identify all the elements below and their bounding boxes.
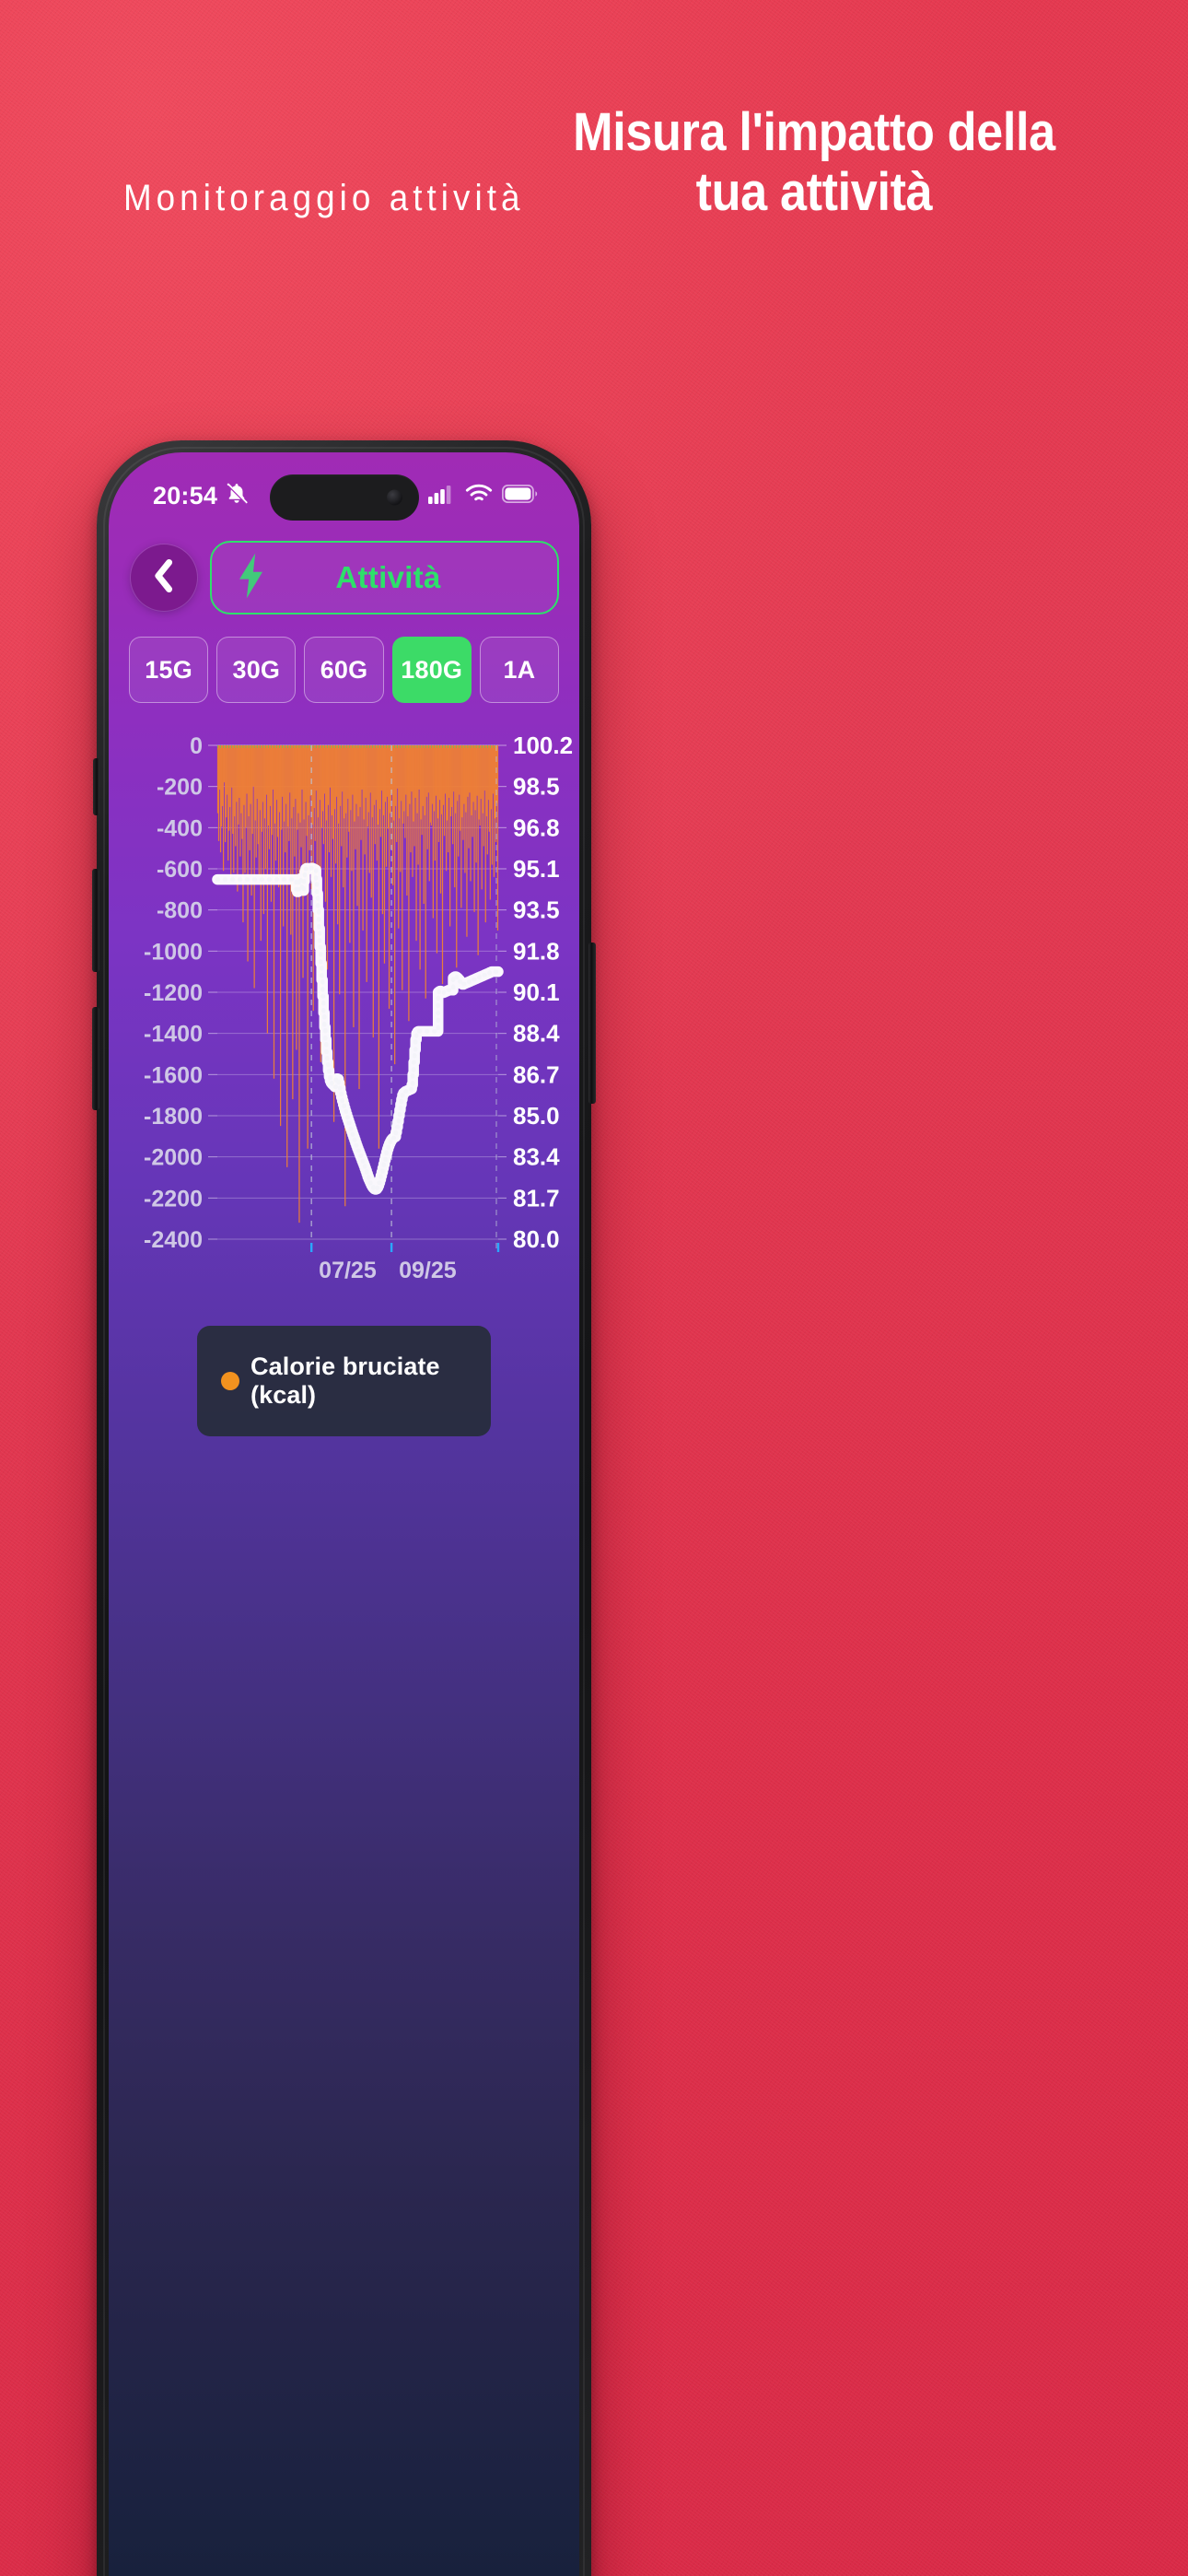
hero-headline-line-1: Misura l'impatto della [573, 102, 1055, 162]
left-axis-tick-label: -2000 [144, 1145, 203, 1171]
left-axis-tick-label: -1200 [144, 980, 203, 1006]
activity-chart-svg: 0 -200 -400 -600 -800 -1000 -1200 -1400 -1600 -18… [144, 732, 573, 1283]
lightning-bolt-icon [232, 552, 271, 604]
app-header: Attività [109, 533, 579, 622]
left-axis-tick-label: -2200 [144, 1186, 203, 1212]
screen-title: Attività [335, 560, 441, 594]
x-axis-tick-label: 09/25 [399, 1258, 457, 1283]
range-tab-1a[interactable]: 1A [479, 637, 560, 703]
left-axis-tick-label: -1400 [144, 1022, 203, 1048]
phone-screen: 20:54 [109, 452, 579, 2576]
screen-title-pill[interactable]: Attività [210, 541, 559, 615]
right-axis-tick-label: 85.0 [513, 1102, 560, 1130]
left-axis-tick-label: -600 [157, 857, 203, 883]
dot-icon [221, 1372, 239, 1390]
range-tab-30g[interactable]: 30G [216, 637, 297, 703]
chart-right-axis-labels: 100.2 98.5 96.8 95.1 93.5 91.8 90.1 88.4 86.7 85.… [498, 732, 573, 1253]
chart-x-axis-labels: 07/25 09/25 [309, 1243, 500, 1283]
right-axis-tick-label: 88.4 [513, 1020, 560, 1048]
phone-mockup: 20:54 [92, 440, 596, 2576]
left-axis-tick-label: -1600 [144, 1062, 203, 1088]
chevron-left-icon [150, 558, 178, 598]
legend-series-label: Calorie bruciate (kcal) [250, 1352, 440, 1409]
right-axis-tick-label: 81.7 [513, 1184, 560, 1212]
right-axis-tick-label: 95.1 [513, 855, 560, 883]
power-button[interactable] [588, 943, 596, 1104]
volume-down-button[interactable] [92, 1007, 99, 1110]
right-axis-tick-label: 93.5 [513, 896, 560, 924]
right-axis-tick-label: 96.8 [513, 814, 560, 841]
chart-left-ticks [208, 744, 217, 1240]
cellular-signal-icon [428, 484, 456, 509]
wifi-icon [465, 484, 493, 509]
right-axis-tick-label: 80.0 [513, 1225, 560, 1253]
chart-bars [216, 744, 499, 1224]
chart-legend[interactable]: Calorie bruciate (kcal) [197, 1326, 491, 1436]
range-tab-180g[interactable]: 180G [391, 637, 472, 703]
hero-eyebrow: Monitoraggio attività [123, 177, 525, 218]
left-axis-tick-label: -200 [157, 775, 203, 801]
left-axis-tick-label: -800 [157, 898, 203, 924]
chart-trend-line [212, 862, 504, 1195]
right-axis-tick-label: 91.8 [513, 937, 560, 965]
silent-switch-button[interactable] [93, 758, 99, 815]
status-bar: 20:54 [109, 452, 579, 521]
back-button[interactable] [131, 544, 197, 611]
range-tab-60g[interactable]: 60G [304, 637, 384, 703]
left-axis-tick-label: -1000 [144, 939, 203, 965]
dynamic-island [269, 474, 419, 521]
activity-chart[interactable]: 0 -200 -400 -600 -800 -1000 -1200 -1400 -1600 -18… [109, 725, 579, 1315]
range-tab-15g[interactable]: 15G [129, 637, 209, 703]
left-axis-tick-label: 0 [190, 733, 203, 759]
right-axis-tick-label: 86.7 [513, 1060, 560, 1088]
hero-headline-line-2: tua attività [695, 161, 933, 222]
hero-headline: Misura l'impatto della tua attività [573, 102, 1055, 223]
front-camera-icon [386, 489, 402, 506]
chart-date-markers [310, 745, 497, 1254]
left-axis-tick-label: -1800 [144, 1104, 203, 1130]
left-axis-tick-label: -400 [157, 815, 203, 841]
chart-left-axis-labels: 0 -200 -400 -600 -800 -1000 -1200 -1400 -1600 -18… [144, 733, 203, 1253]
status-bar-time: 20:54 [153, 481, 218, 509]
right-axis-tick-label: 90.1 [513, 978, 560, 1006]
left-axis-tick-label: -2400 [144, 1227, 203, 1253]
right-axis-tick-label: 83.4 [513, 1143, 560, 1171]
battery-icon [501, 484, 539, 508]
right-axis-tick-label: 98.5 [513, 773, 560, 801]
volume-up-button[interactable] [92, 869, 99, 972]
right-axis-tick-label: 100.2 [513, 732, 573, 759]
range-segmented-control: 15G 30G 60G 180G 1A [123, 637, 565, 703]
hero-section: Monitoraggio attività Misura l'impatto d… [0, 79, 1188, 223]
x-axis-tick-label: 07/25 [319, 1258, 377, 1283]
bell-slash-icon [225, 482, 249, 510]
